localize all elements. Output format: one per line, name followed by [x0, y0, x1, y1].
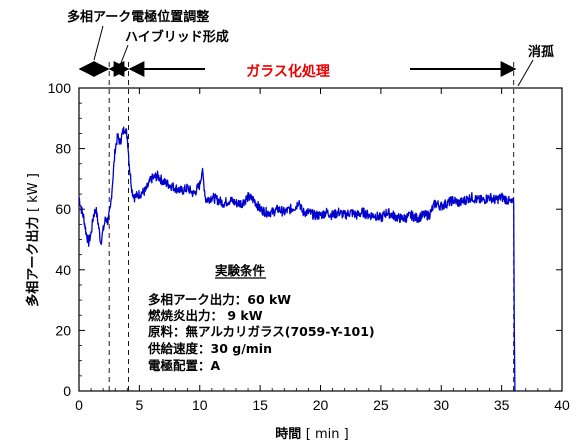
y-tick-label: 0	[63, 383, 71, 399]
condition-line: 多相アーク出力：60 kW	[148, 292, 291, 307]
x-tick-label: 35	[494, 397, 510, 413]
x-tick-label: 20	[313, 397, 329, 413]
y-tick-label: 60	[55, 201, 71, 217]
annotation-extinction: 消孤	[528, 44, 554, 60]
x-tick-label: 40	[554, 397, 570, 413]
conditions-title: 実験条件	[215, 263, 266, 278]
pointer-extinction	[517, 59, 534, 87]
x-tick-label: 5	[135, 397, 143, 413]
x-tick-label: 30	[433, 397, 449, 413]
x-tick-label: 15	[252, 397, 268, 413]
y-tick-label: 40	[55, 262, 71, 278]
x-tick-label: 10	[192, 397, 208, 413]
axis-ticks: 0 5 10 15 20 25 30 35 40 0 20 40 60 80 100	[48, 80, 570, 413]
conditions-box: 実験条件 多相アーク出力：60 kW 燃焼炎出力： 9 kW 原料：無アルカリガ…	[147, 263, 375, 373]
condition-line: 電極配置：A	[148, 358, 221, 373]
condition-line: 供給速度：30 g/min	[147, 341, 272, 356]
y-tick-label: 80	[55, 141, 71, 157]
condition-line: 原料：無アルカリガラス(7059-Y-101)	[148, 324, 375, 339]
annotation-glass: ガラス化処理	[246, 63, 330, 80]
y-tick-label: 100	[48, 80, 72, 96]
pointer-hybrid	[120, 44, 129, 64]
annotation-hybrid: ハイブリッド形成	[125, 29, 229, 45]
x-axis-label: 時間 [ min ]	[275, 426, 348, 442]
annotation-multiphase-adjust: 多相アーク電極位置調整	[67, 9, 210, 25]
y-tick-label: 20	[55, 322, 71, 338]
x-tick-label: 0	[75, 397, 83, 413]
condition-line: 燃焼炎出力： 9 kW	[148, 308, 263, 323]
y-axis-label: 多相アーク出力 [ kW ]	[25, 173, 41, 307]
series-line	[78, 126, 516, 392]
x-tick-label: 25	[373, 397, 389, 413]
pointer-adjust	[93, 25, 104, 61]
